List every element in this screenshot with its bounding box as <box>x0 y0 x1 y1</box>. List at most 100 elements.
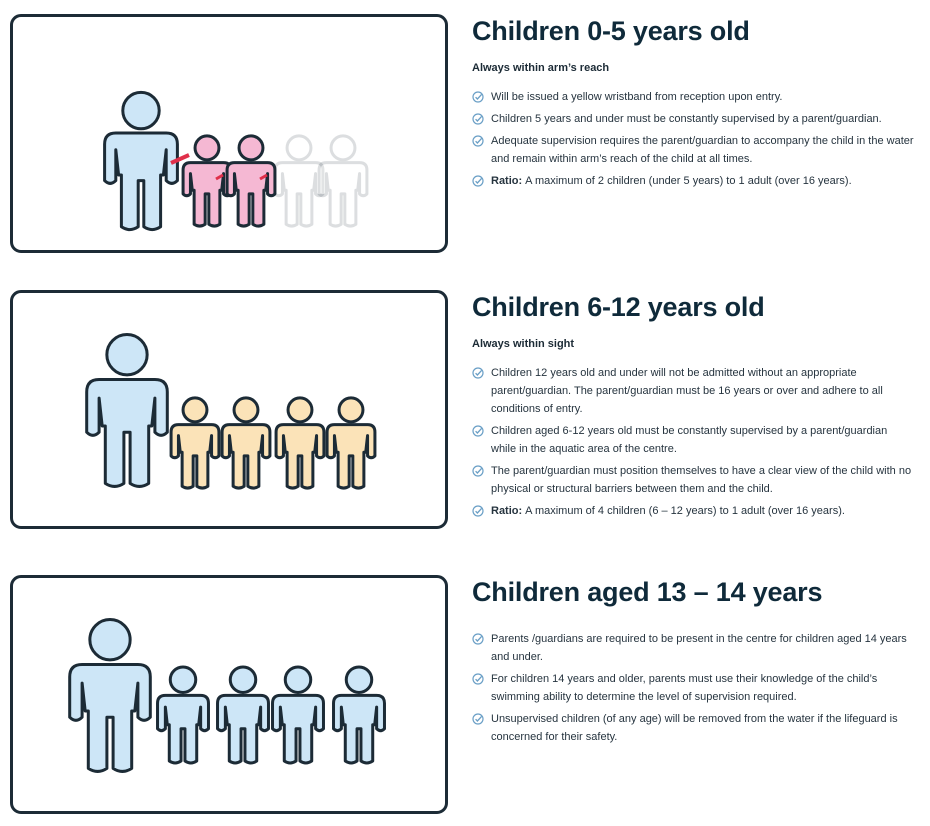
person-head <box>232 396 260 424</box>
rule-item: For children 14 years and older, parents… <box>472 670 914 706</box>
rule-text: The parent/guardian must position themse… <box>491 465 912 495</box>
person-head <box>344 665 374 694</box>
person-body <box>156 693 210 765</box>
person-body <box>181 161 233 228</box>
person-body <box>225 161 277 228</box>
check-circle <box>472 465 484 477</box>
rule-item: Will be issued a yellow wristband from r… <box>472 88 914 106</box>
person-body <box>273 161 325 228</box>
rule-item: The parent/guardian must position themse… <box>472 462 914 498</box>
check-circle <box>472 673 484 685</box>
rule-item: Children 5 years and under must be const… <box>472 110 914 128</box>
check-icon <box>472 673 484 685</box>
section-text: Children aged 13 – 14 years Parents /guar… <box>472 576 914 750</box>
person-head <box>337 396 365 424</box>
check-mark <box>475 467 483 474</box>
rule-item: Ratio: A maximum of 2 children (under 5 y… <box>472 172 914 190</box>
person-icon <box>225 134 277 228</box>
person-head <box>329 134 357 162</box>
illustration <box>103 90 369 232</box>
check-circle <box>472 425 484 437</box>
person-body <box>85 378 169 488</box>
illustration <box>68 618 386 773</box>
check-mark <box>475 507 483 514</box>
check-icon <box>472 367 484 379</box>
wristband <box>259 173 268 181</box>
person-body <box>169 423 221 490</box>
person-icon <box>317 134 369 228</box>
check-mark <box>475 369 483 376</box>
check-icon <box>472 113 484 125</box>
check-mark <box>475 177 483 184</box>
person-body <box>216 693 270 765</box>
person-icon <box>325 396 377 490</box>
person-body <box>271 693 325 765</box>
section-subtitle: Always within arm’s reach <box>472 62 610 74</box>
check-mark <box>475 115 483 122</box>
check-mark <box>475 427 483 434</box>
person-icon <box>103 90 179 232</box>
person-icon <box>68 618 152 773</box>
rule-list: Parents /guardians are required to be pr… <box>472 630 914 746</box>
person-head <box>88 618 132 662</box>
check-circle <box>472 367 484 379</box>
check-mark <box>475 137 483 144</box>
person-icon <box>271 665 325 765</box>
illustration-card <box>10 14 448 253</box>
person-icon <box>274 396 326 490</box>
check-mark <box>475 715 483 722</box>
check-circle <box>472 505 484 517</box>
check-mark <box>475 635 483 642</box>
rule-list: Will be issued a yellow wristband from r… <box>472 88 914 190</box>
rule-text: Children 12 years old and under will not… <box>491 367 883 415</box>
person-body <box>68 663 152 773</box>
check-circle <box>472 175 484 187</box>
rule-text: Will be issued a yellow wristband from r… <box>491 91 783 103</box>
rule-text: A maximum of 4 children (6 – 12 years) t… <box>525 505 845 517</box>
person-icon <box>156 665 210 765</box>
check-icon <box>472 175 484 187</box>
person-icon <box>85 333 169 488</box>
check-circle <box>472 135 484 147</box>
check-icon <box>472 135 484 147</box>
rule-item: Ratio: A maximum of 4 children (6 – 12 ye… <box>472 502 914 520</box>
rule-text: Adequate supervision requires the parent… <box>491 135 914 165</box>
person-head <box>121 90 161 131</box>
person-head <box>181 396 209 424</box>
person-icon <box>181 134 233 228</box>
person-head <box>283 665 313 694</box>
section-title: Children 6-12 years old <box>472 292 765 322</box>
section-text: Children 6-12 years old Always within sig… <box>472 291 914 524</box>
rule-item: Adequate supervision requires the parent… <box>472 132 914 168</box>
check-mark <box>475 675 483 682</box>
rule-list: Children 12 years old and under will not… <box>472 364 914 520</box>
check-circle <box>472 91 484 103</box>
rule-label: Ratio: <box>491 175 523 187</box>
person-icon <box>220 396 272 490</box>
person-head <box>193 134 221 162</box>
check-circle <box>472 113 484 125</box>
person-body <box>103 131 179 232</box>
section-subtitle: Always within sight <box>472 338 575 350</box>
person-body <box>317 161 369 228</box>
section-title: Children 0-5 years old <box>472 16 750 46</box>
check-icon <box>472 505 484 517</box>
person-head <box>228 665 258 694</box>
person-head <box>286 396 314 424</box>
rule-text: For children 14 years and older, parents… <box>491 673 878 703</box>
wristband <box>215 173 224 181</box>
rule-text: Parents /guardians are required to be pr… <box>491 633 907 663</box>
wristband <box>170 153 190 165</box>
rule-text: Children aged 6-12 years old must be con… <box>491 425 888 455</box>
rule-text: Unsupervised children (of any age) will … <box>491 713 898 743</box>
check-icon <box>472 633 484 645</box>
person-icon <box>273 134 325 228</box>
illustration <box>85 333 377 490</box>
check-icon <box>472 465 484 477</box>
check-icon <box>472 91 484 103</box>
person-body <box>220 423 272 490</box>
check-circle <box>472 713 484 725</box>
person-icon <box>216 665 270 765</box>
person-body <box>325 423 377 490</box>
